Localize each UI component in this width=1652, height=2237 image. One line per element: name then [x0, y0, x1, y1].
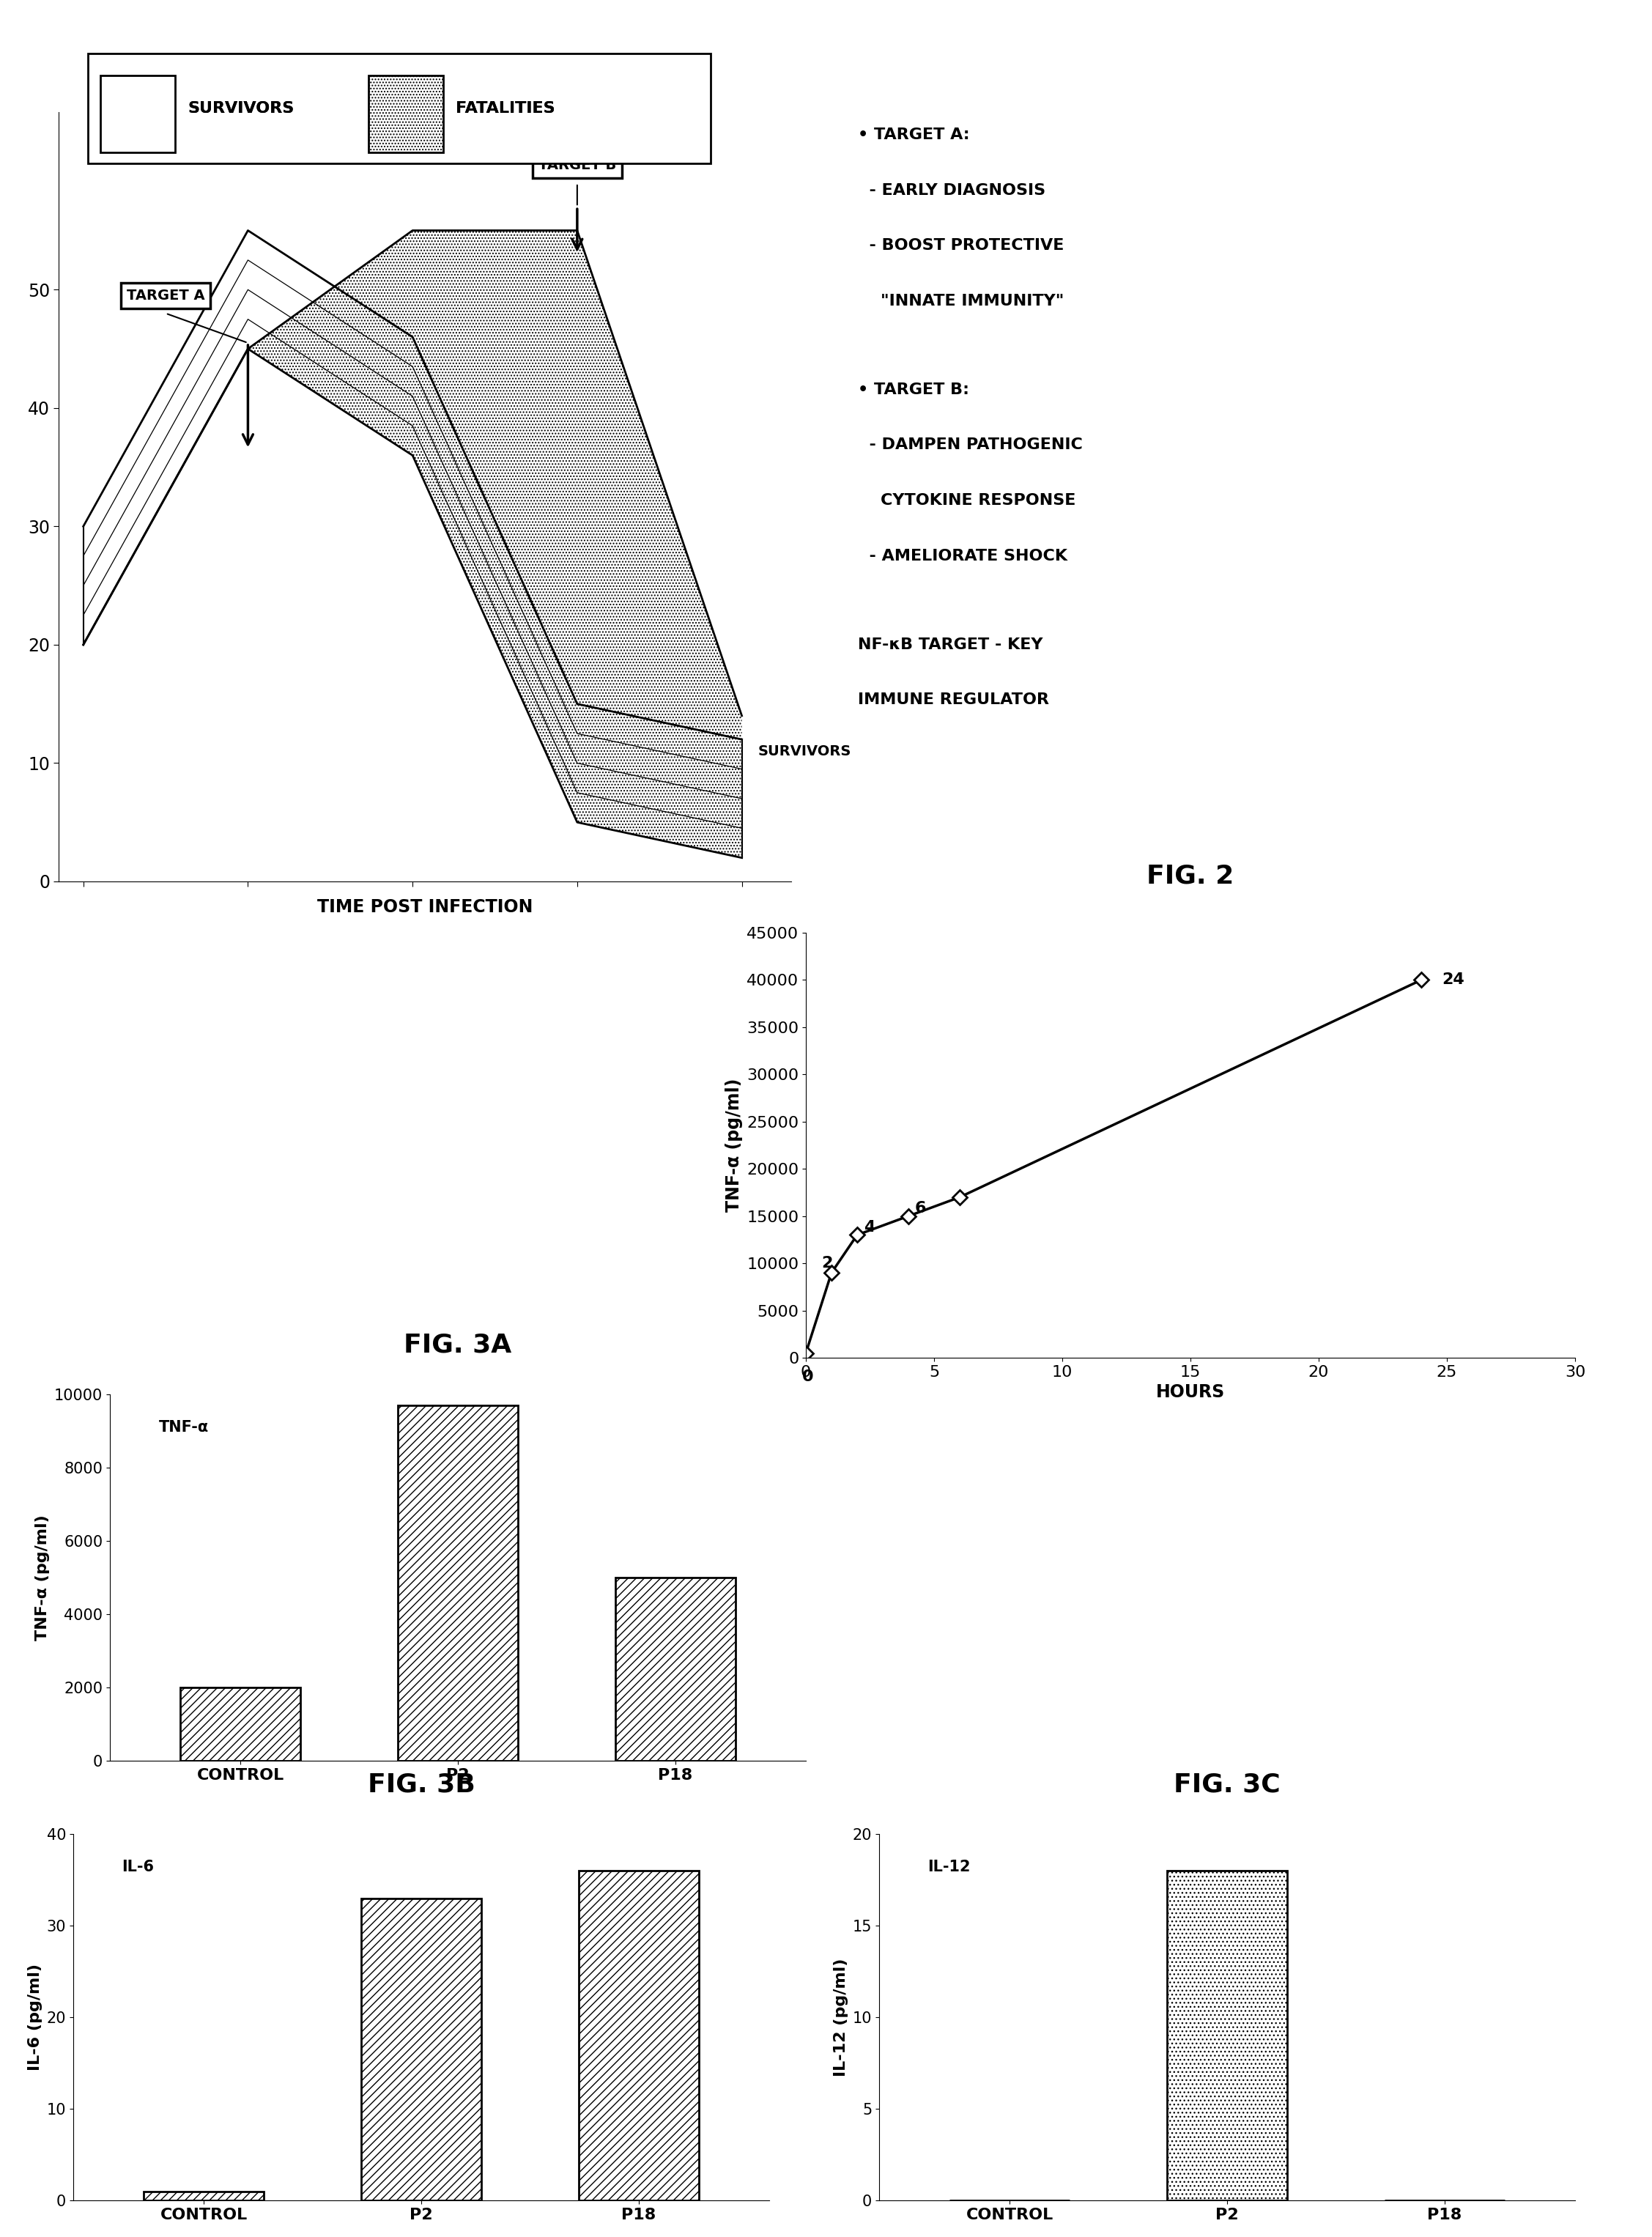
Y-axis label: IL-6 (pg/ml): IL-6 (pg/ml) [28, 1964, 43, 2071]
Text: SURVIVORS: SURVIVORS [188, 101, 294, 116]
Text: FIG. 3B: FIG. 3B [367, 1772, 476, 1796]
Text: IL-6: IL-6 [122, 1859, 154, 1875]
Text: • TARGET B:: • TARGET B: [857, 383, 970, 396]
Text: NF-κB TARGET - KEY: NF-κB TARGET - KEY [857, 638, 1042, 651]
FancyBboxPatch shape [101, 76, 175, 152]
Bar [180, 1687, 301, 1761]
Text: - EARLY DIAGNOSIS: - EARLY DIAGNOSIS [857, 183, 1046, 197]
Text: FATALITIES: FATALITIES [456, 101, 555, 116]
Text: FIG. 3C: FIG. 3C [1175, 1772, 1280, 1796]
Text: FATALITIES: FATALITIES [456, 101, 555, 116]
Text: 6: 6 [915, 1201, 927, 1217]
Text: TARGET B: TARGET B [539, 159, 616, 172]
Text: • TARGET A:: • TARGET A: [857, 128, 970, 143]
Text: CYTOKINE RESPONSE: CYTOKINE RESPONSE [857, 492, 1075, 508]
Bar [144, 2192, 264, 2201]
Text: FIG. 3A: FIG. 3A [405, 1333, 512, 1358]
Y-axis label: TNF-α (pg/ml): TNF-α (pg/ml) [35, 1514, 50, 1640]
Bar [578, 1870, 699, 2201]
X-axis label: TIME POST INFECTION: TIME POST INFECTION [317, 899, 532, 915]
Text: 2: 2 [821, 1255, 833, 1271]
Text: IMMUNE REGULATOR: IMMUNE REGULATOR [857, 693, 1049, 707]
Text: TARGET A: TARGET A [127, 289, 205, 302]
Bar [1168, 1870, 1287, 2201]
Text: 0: 0 [801, 1369, 813, 1385]
X-axis label: HOURS: HOURS [1156, 1382, 1226, 1400]
Text: FIG. 2: FIG. 2 [1146, 863, 1234, 888]
Text: - AMELIORATE SHOCK: - AMELIORATE SHOCK [857, 548, 1067, 564]
Text: 24: 24 [1442, 973, 1464, 987]
Bar [398, 1405, 517, 1761]
Text: "INNATE IMMUNITY": "INNATE IMMUNITY" [857, 293, 1064, 309]
Text: IL-12: IL-12 [928, 1859, 971, 1875]
FancyBboxPatch shape [368, 76, 443, 152]
Text: - BOOST PROTECTIVE: - BOOST PROTECTIVE [857, 239, 1064, 253]
FancyBboxPatch shape [88, 54, 710, 163]
Bar [616, 1577, 735, 1761]
Text: TNF-α: TNF-α [159, 1420, 208, 1434]
Bar [362, 1899, 481, 2201]
Text: - DAMPEN PATHOGENIC: - DAMPEN PATHOGENIC [857, 438, 1082, 452]
Y-axis label: TNF-α (pg/ml): TNF-α (pg/ml) [725, 1078, 742, 1212]
Text: 4: 4 [864, 1219, 876, 1235]
Text: SURVIVORS: SURVIVORS [758, 745, 851, 758]
Text: SURVIVORS: SURVIVORS [188, 101, 294, 116]
Y-axis label: IL-12 (pg/ml): IL-12 (pg/ml) [834, 1957, 849, 2076]
